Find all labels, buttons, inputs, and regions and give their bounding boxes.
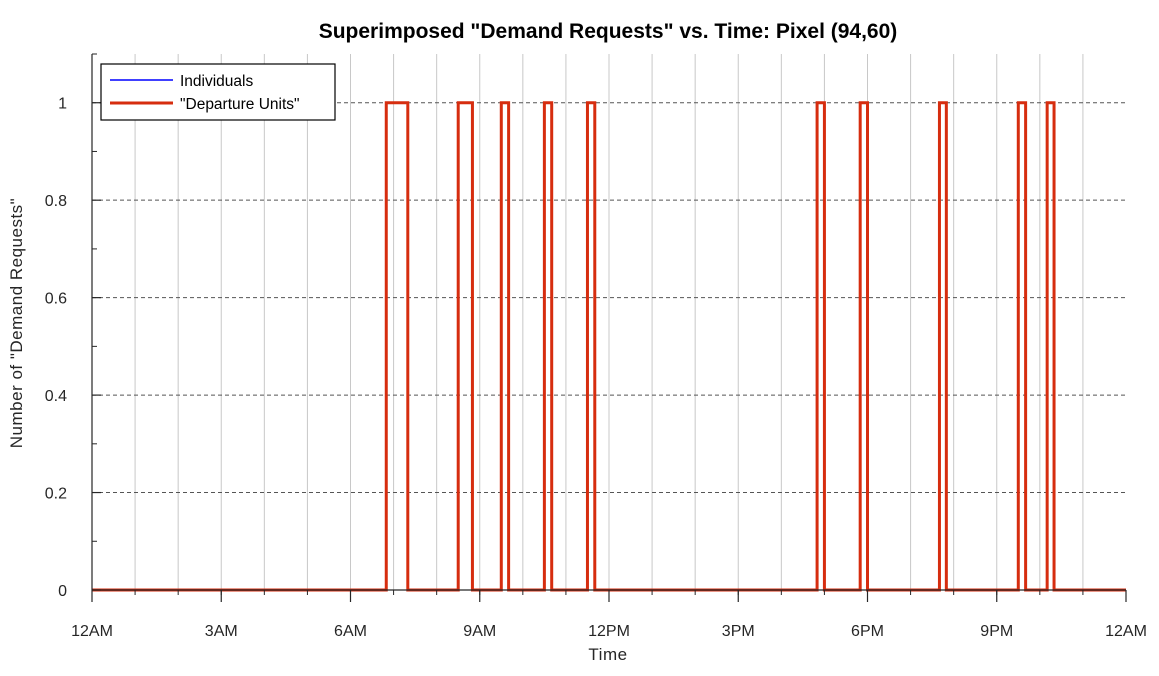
y-axis-label: Number of "Demand Requests" [7,198,26,448]
grid-layer [92,54,1126,590]
x-tick-label: 12AM [1105,623,1147,640]
x-tick-label: 12AM [71,623,113,640]
y-tick-label: 1 [58,96,67,113]
x-tick-label: 12PM [588,623,630,640]
legend-label-departure-units: "Departure Units" [180,96,300,113]
x-tick-label: 6AM [334,623,367,640]
x-tick-label: 9PM [980,623,1013,640]
y-tick-label: 0.8 [45,193,67,210]
legend-label-individuals: Individuals [180,73,253,90]
x-tick-label: 3PM [722,623,755,640]
x-tick-label: 6PM [851,623,884,640]
ticks-layer: 0 0.2 0.4 0.6 0.8 1 12AM 3AM 6AM 9AM 12PM 3PM 6PM 9PM… [45,53,1147,640]
x-axis-label: Time [588,645,627,664]
y-tick-label: 0.2 [45,486,67,503]
x-tick-label: 9AM [463,623,496,640]
legend: Individuals "Departure Units" [100,63,336,121]
y-tick-label: 0.6 [45,291,67,308]
x-tick-label: 3AM [205,623,238,640]
chart-title: Superimposed "Demand Requests" vs. Time:… [319,20,898,43]
y-tick-label: 0 [58,583,67,600]
legend-box [100,63,336,121]
y-tick-label: 0.4 [45,388,67,405]
